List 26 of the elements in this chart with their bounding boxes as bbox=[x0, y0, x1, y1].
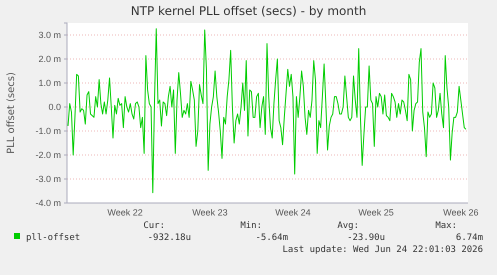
text: -23.90u bbox=[347, 233, 385, 243]
text: Avg: bbox=[337, 221, 359, 231]
chart-title: NTP kernel PLL offset (secs) - by month bbox=[130, 4, 366, 18]
legend-label: pll-offset bbox=[26, 233, 80, 243]
y-tick-label: -1.0 m bbox=[35, 126, 61, 136]
text: Last update: Wed Jun 24 22:01:03 2026 bbox=[282, 245, 483, 255]
y-tick-label: -4.0 m bbox=[35, 198, 61, 208]
x-tick-label: Week 25 bbox=[358, 207, 394, 218]
text: Cur: bbox=[143, 221, 165, 231]
y-tick-label: 1.0 m bbox=[38, 78, 61, 88]
y-tick-label: -2.0 m bbox=[35, 150, 61, 160]
text: Max: bbox=[435, 221, 457, 231]
x-tick-label: Week 22 bbox=[107, 207, 143, 218]
text: -932.18u bbox=[148, 233, 191, 243]
y-axis-title: PLL offset (secs) bbox=[6, 72, 17, 154]
text: -5.64m bbox=[255, 233, 288, 243]
x-tick-label: Week 24 bbox=[275, 207, 311, 218]
text: 6.74m bbox=[456, 233, 483, 243]
y-tick-label: 2.0 m bbox=[38, 54, 61, 64]
x-tick-label: Week 26 bbox=[443, 207, 478, 218]
y-tick-label: -3.0 m bbox=[35, 174, 61, 184]
line-series bbox=[68, 28, 466, 194]
text: Min: bbox=[240, 221, 262, 231]
y-tick-label: 3.0 m bbox=[38, 30, 61, 40]
x-tick-label: Week 23 bbox=[192, 207, 228, 218]
y-tick-label: 0.0 bbox=[48, 102, 61, 112]
